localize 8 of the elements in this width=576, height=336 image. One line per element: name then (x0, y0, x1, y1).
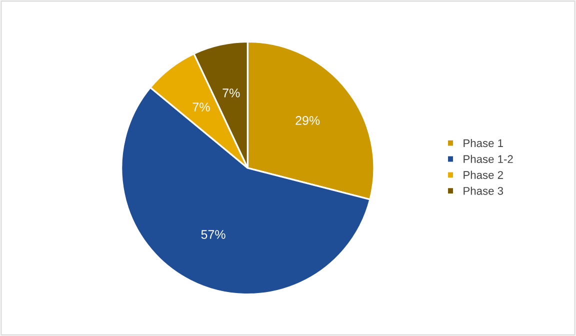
data-label: 7% (222, 88, 240, 98)
data-label: 7% (192, 102, 210, 112)
legend-label: Phase 1-2 (464, 154, 513, 164)
data-label: 57% (201, 230, 226, 239)
legend-label: Phase 1 (464, 138, 503, 148)
legend-label: Phase 3 (464, 186, 504, 195)
legend-label: Phase 2 (464, 170, 503, 179)
data-label: 29% (296, 116, 320, 125)
